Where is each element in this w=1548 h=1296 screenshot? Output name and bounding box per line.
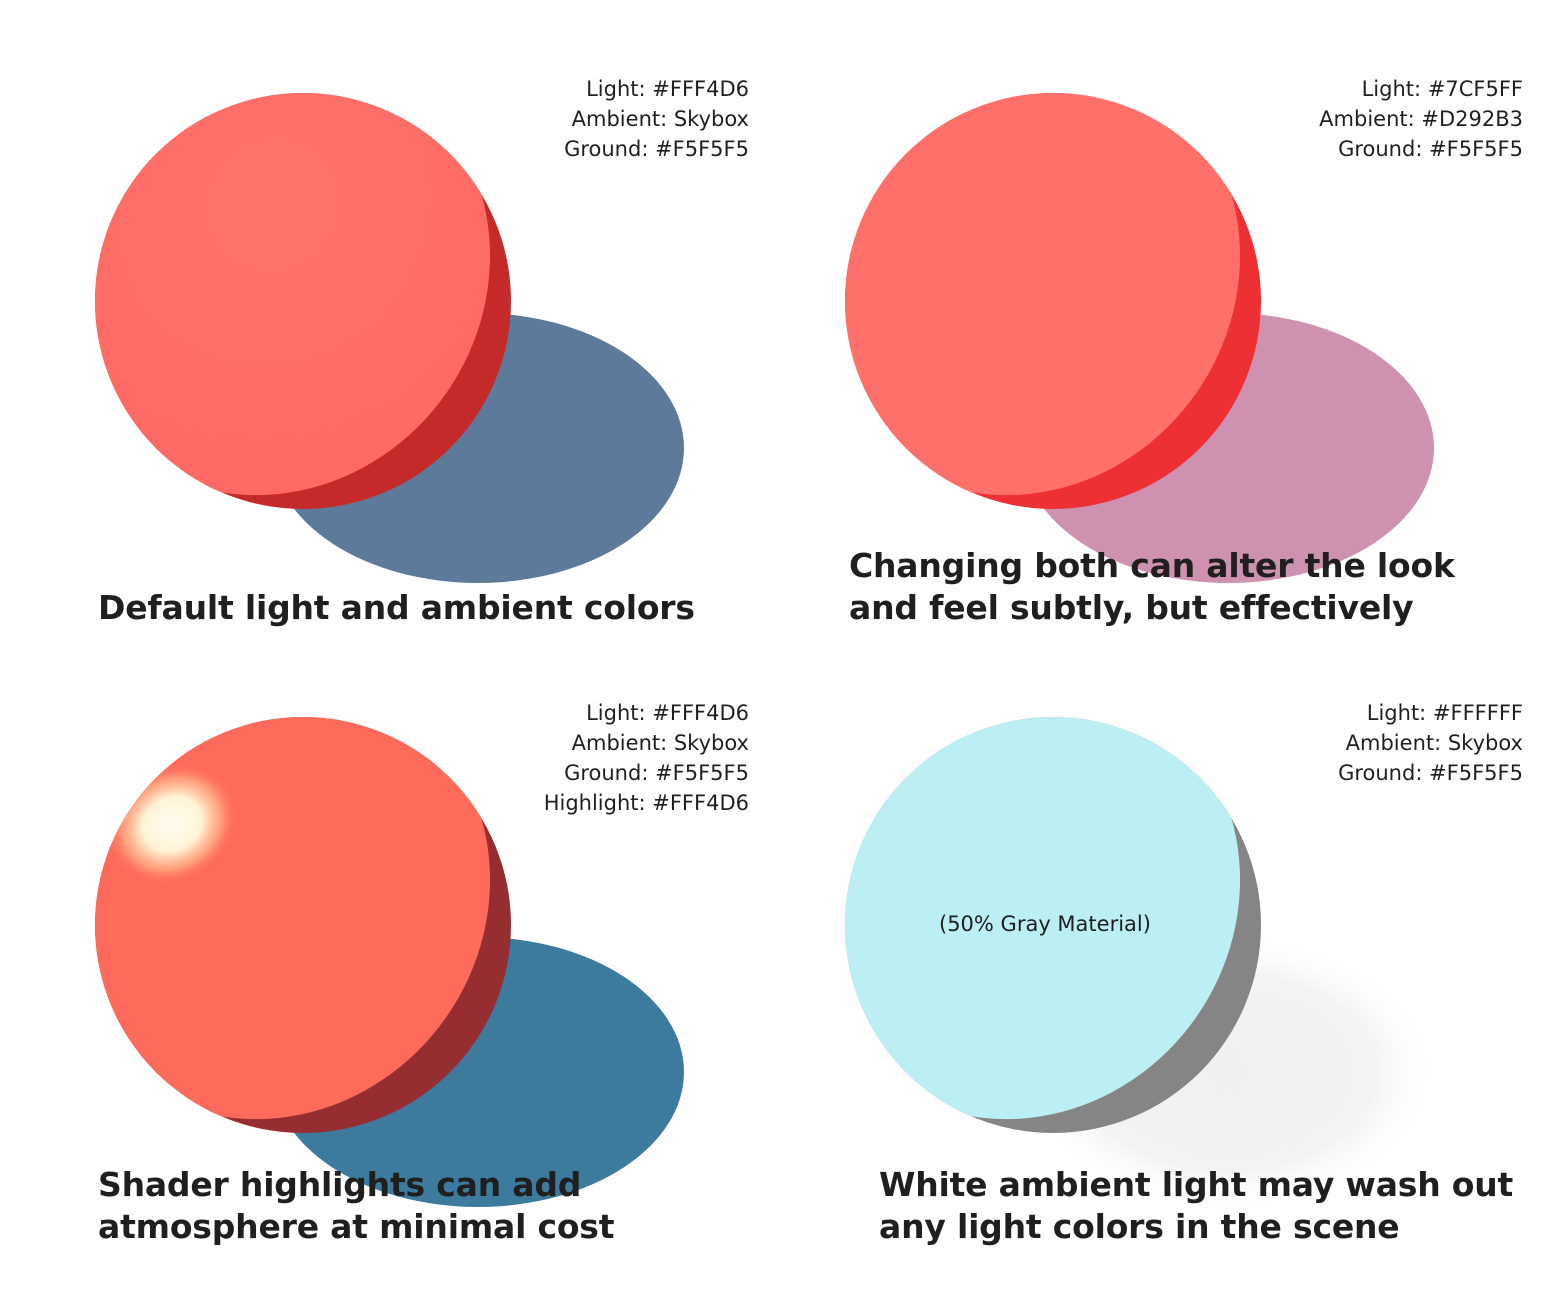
light-setting: Light: #FFF4D6 [586, 77, 749, 101]
ground-setting: Ground: #F5F5F5 [564, 761, 749, 785]
sphere-lit [845, 93, 1241, 496]
ambient-setting: Ambient: Skybox [571, 731, 749, 755]
ambient-setting: Ambient: Skybox [1345, 731, 1523, 755]
light-settings: Light: #7CF5FF Ambient: #D292B3 Ground: … [1319, 74, 1523, 164]
light-setting: Light: #FFF4D6 [586, 701, 749, 725]
sphere-scene [95, 93, 684, 583]
caption: Default light and ambient colors [98, 587, 695, 629]
ground-setting: Ground: #F5F5F5 [564, 137, 749, 161]
ground-setting: Ground: #F5F5F5 [1338, 761, 1523, 785]
sphere-scene [845, 93, 1434, 583]
panel-changed-colors: Light: #7CF5FF Ambient: #D292B3 Ground: … [774, 0, 1548, 648]
sphere-lit [95, 93, 491, 496]
light-settings: Light: #FFF4D6 Ambient: Skybox Ground: #… [564, 74, 749, 164]
caption-line: and feel subtly, but effectively [849, 588, 1414, 627]
caption: Shader highlights can add atmosphere at … [98, 1164, 615, 1248]
material-label: (50% Gray Material) [939, 912, 1151, 936]
sphere-scene [845, 717, 1438, 1212]
panel-default-colors: Light: #FFF4D6 Ambient: Skybox Ground: #… [0, 0, 774, 648]
light-settings: Light: #FFF4D6 Ambient: Skybox Ground: #… [544, 698, 749, 818]
caption-line: White ambient light may wash out [879, 1165, 1514, 1204]
light-setting: Light: #7CF5FF [1361, 77, 1523, 101]
caption-line: atmosphere at minimal cost [98, 1207, 615, 1246]
caption-line: any light colors in the scene [879, 1207, 1400, 1246]
sphere-scene [95, 717, 684, 1207]
light-settings: Light: #FFFFFF Ambient: Skybox Ground: #… [1338, 698, 1523, 788]
caption-line: Changing both can alter the look [849, 546, 1455, 585]
ambient-setting: Ambient: #D292B3 [1319, 107, 1523, 131]
caption: Changing both can alter the look and fee… [849, 545, 1455, 629]
caption-line: Default light and ambient colors [98, 588, 695, 627]
highlight-setting: Highlight: #FFF4D6 [543, 791, 749, 815]
panel-shader-highlights: Light: #FFF4D6 Ambient: Skybox Ground: #… [0, 624, 774, 1272]
ground-setting: Ground: #F5F5F5 [1338, 137, 1523, 161]
caption-line: Shader highlights can add [98, 1165, 582, 1204]
light-setting: Light: #FFFFFF [1366, 701, 1523, 725]
panel-white-ambient: (50% Gray Material) Light: #FFFFFF Ambie… [774, 624, 1548, 1272]
sphere-lit [845, 717, 1241, 1120]
ambient-setting: Ambient: Skybox [571, 107, 749, 131]
caption: White ambient light may wash out any lig… [879, 1164, 1513, 1248]
